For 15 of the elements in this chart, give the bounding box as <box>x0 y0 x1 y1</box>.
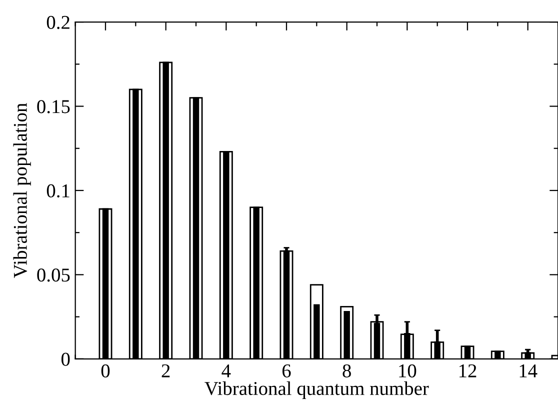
x-tick-label: 10 <box>399 364 416 378</box>
y-tick-label: 0.05 <box>37 268 70 282</box>
y-tick-label: 0.15 <box>37 100 70 114</box>
x-axis-title: Vibrational quantum number <box>204 381 429 400</box>
y-tick-label: 0.2 <box>46 16 70 30</box>
x-tick-label: 4 <box>222 364 231 378</box>
x-tick-label: 2 <box>162 364 170 378</box>
y-axis-title: Vibrational population <box>13 103 31 278</box>
x-tick-label: 14 <box>520 364 538 378</box>
x-tick-label: 6 <box>282 364 291 378</box>
x-tick-label: 0 <box>101 364 110 378</box>
x-tick-label: 8 <box>342 364 351 378</box>
y-tick-label: 0.1 <box>46 184 70 198</box>
x-tick-label: 12 <box>459 364 476 378</box>
y-tick-label: 0 <box>61 352 70 366</box>
